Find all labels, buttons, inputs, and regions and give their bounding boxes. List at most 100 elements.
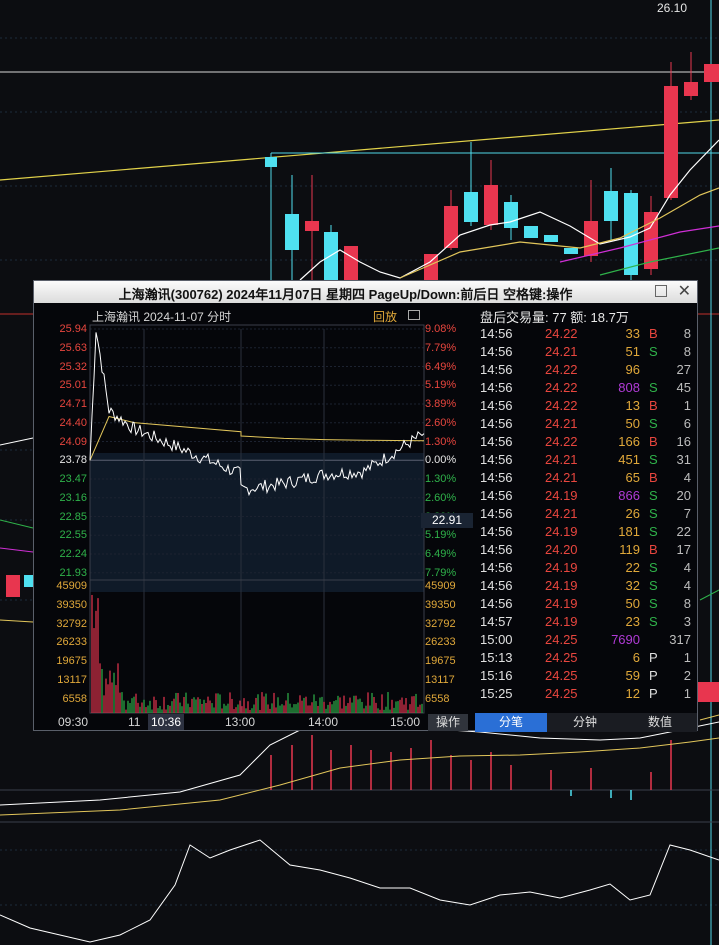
trade-price: 24.19 xyxy=(545,524,578,539)
trade-volume: 451 xyxy=(618,452,640,467)
chart-header: 上海瀚讯 2024-11-07 分时 xyxy=(92,310,232,324)
trade-price: 24.21 xyxy=(545,470,578,485)
trade-row[interactable]: 14:56 24.19 22 S 4 xyxy=(475,559,697,577)
trade-count: 4 xyxy=(683,470,691,485)
trade-row[interactable]: 14:56 24.21 451 S 31 xyxy=(475,451,697,469)
trade-row[interactable]: 14:56 24.22 808 S 45 xyxy=(475,379,697,397)
trade-price: 24.22 xyxy=(545,398,578,413)
trade-time: 14:56 xyxy=(480,506,513,521)
after-hours-summary: 盘后交易量: 77 额: 18.7万 xyxy=(480,310,629,325)
trade-side: S xyxy=(649,578,658,593)
trade-row[interactable]: 14:56 24.19 181 S 22 xyxy=(475,523,697,541)
trade-side: P xyxy=(649,668,658,683)
replay-button[interactable]: 回放 xyxy=(373,310,398,324)
intraday-replay-window[interactable]: 上海瀚讯(300762) 2024年11月07日 星期四 PageUp/Down… xyxy=(33,280,698,732)
tab-fenbi[interactable]: 分笔 xyxy=(475,713,547,732)
price-tick-label: 23.78 xyxy=(59,454,87,467)
trade-count: 317 xyxy=(669,632,691,647)
volume-tick-label: 32792 xyxy=(56,617,87,630)
trade-count: 16 xyxy=(676,434,691,449)
time-tick-label: 14:00 xyxy=(308,715,339,729)
price-tick-label: 25.32 xyxy=(59,360,87,373)
trade-price: 24.25 xyxy=(545,686,578,701)
trade-time: 14:56 xyxy=(480,470,513,485)
price-tick-label: 23.47 xyxy=(59,473,87,485)
time-tick-label: 13:00 xyxy=(225,715,256,729)
close-icon[interactable]: ✕ xyxy=(677,283,691,300)
window-title: 上海瀚讯(300762) 2024年11月07日 星期四 PageUp/Down… xyxy=(118,287,573,302)
price-tick-label: 21.93 xyxy=(59,566,87,579)
trade-volume: 32 xyxy=(625,578,640,593)
price-tick-label: 25.94 xyxy=(59,323,87,335)
time-tooltip: 10:36 xyxy=(148,714,184,730)
price-tick-label: 25.63 xyxy=(59,341,87,354)
trade-count: 8 xyxy=(683,344,691,359)
trade-time: 15:25 xyxy=(480,686,513,701)
trade-time: 14:56 xyxy=(480,398,513,413)
trade-time: 15:13 xyxy=(480,650,513,665)
trade-price: 24.22 xyxy=(545,326,578,341)
trade-price: 24.19 xyxy=(545,596,578,611)
trade-row[interactable]: 14:56 24.19 32 S 4 xyxy=(475,577,697,595)
tab-shuzhi[interactable]: 数值 xyxy=(647,715,672,729)
trade-row[interactable]: 15:16 24.25 59 P 2 xyxy=(475,667,697,685)
trade-price: 24.19 xyxy=(545,614,578,629)
trade-row[interactable]: 14:56 24.22 96 27 xyxy=(475,361,697,379)
maximize-icon[interactable] xyxy=(655,285,667,297)
replay-toggle-icon[interactable] xyxy=(408,310,420,320)
trades-panel: 盘后交易量: 77 额: 18.7万 14:56 24.22 33 B 8 14:56 24… xyxy=(475,303,697,732)
trade-volume: 166 xyxy=(618,434,640,449)
trade-volume: 181 xyxy=(618,524,640,539)
trade-time: 14:56 xyxy=(480,488,513,503)
price-tick-label: 24.40 xyxy=(59,416,87,429)
trade-volume: 13 xyxy=(625,398,640,413)
trade-row[interactable]: 14:56 24.20 119 B 17 xyxy=(475,541,697,559)
trade-price: 24.19 xyxy=(545,578,578,593)
price-line xyxy=(89,332,425,497)
trade-side: S xyxy=(649,560,658,575)
trade-row[interactable]: 14:56 24.19 50 S 8 xyxy=(475,595,697,613)
time-tick-label: 11 xyxy=(128,715,141,729)
trade-row[interactable]: 14:56 24.21 50 S 6 xyxy=(475,415,697,433)
volume-bars xyxy=(270,735,672,790)
trade-volume: 7690 xyxy=(611,632,640,647)
pct-tick-label: 1.30% xyxy=(425,435,457,448)
price-tick-label: 24.71 xyxy=(59,398,87,410)
trade-side: B xyxy=(649,434,658,449)
trade-count: 31 xyxy=(676,452,691,467)
volume-tick-label: 6558 xyxy=(425,692,450,705)
trade-row[interactable]: 14:56 24.21 65 B 4 xyxy=(475,469,697,487)
trade-side: S xyxy=(649,416,658,431)
trade-row[interactable]: 14:56 24.22 166 B 16 xyxy=(475,433,697,451)
trade-row[interactable]: 14:56 24.21 26 S 7 xyxy=(475,505,697,523)
trade-row[interactable]: 14:56 24.22 33 B 8 xyxy=(475,325,697,343)
trade-row[interactable]: 14:56 24.22 13 B 1 xyxy=(475,397,697,415)
trade-side: S xyxy=(649,452,658,467)
window-titlebar[interactable]: 上海瀚讯(300762) 2024年11月07日 星期四 PageUp/Down… xyxy=(34,281,697,303)
ops-button[interactable]: 操作 xyxy=(428,714,468,731)
trade-price: 24.22 xyxy=(545,380,578,395)
trade-side: S xyxy=(649,344,658,359)
trade-row[interactable]: 14:56 24.19 866 S 20 xyxy=(475,487,697,505)
trade-volume: 65 xyxy=(625,470,640,485)
pct-tick-label: 3.89% xyxy=(425,398,457,410)
trade-time: 14:57 xyxy=(480,614,513,629)
tab-fenzhong[interactable]: 分钟 xyxy=(572,715,597,729)
high-price-label: 26.10 xyxy=(657,1,688,15)
trade-side: S xyxy=(649,524,658,539)
trade-count: 1 xyxy=(683,398,691,413)
trade-volume: 808 xyxy=(618,380,640,395)
trade-row[interactable]: 15:13 24.25 6 P 1 xyxy=(475,649,697,667)
trade-row[interactable]: 14:57 24.19 23 S 3 xyxy=(475,613,697,631)
volume-tick-label: 32792 xyxy=(425,617,456,630)
pct-tick-label: 7.79% xyxy=(425,566,457,579)
trade-time: 14:56 xyxy=(480,434,513,449)
trade-side: B xyxy=(649,542,658,557)
pct-tick-label: 5.19% xyxy=(425,379,457,392)
trade-row[interactable]: 15:25 24.25 12 P 1 xyxy=(475,685,697,703)
trade-time: 15:00 xyxy=(480,632,513,647)
trade-row[interactable]: 15:00 24.25 7690 317 xyxy=(475,631,697,649)
trade-row[interactable]: 14:56 24.21 51 S 8 xyxy=(475,343,697,361)
current-price-box: 22.91 xyxy=(421,513,473,528)
